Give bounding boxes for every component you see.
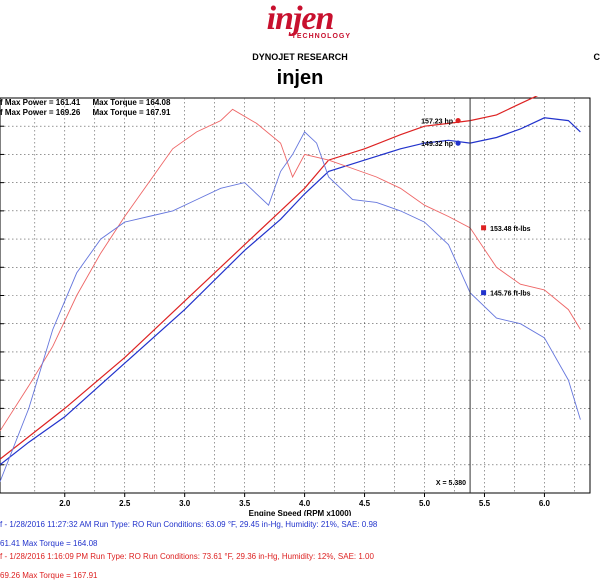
plot-frame xyxy=(0,97,591,494)
summary-max-torque-2: Max Torque = 167.91 xyxy=(92,108,171,117)
annotation-marker xyxy=(455,140,461,146)
cursor-label: X = 5.380 xyxy=(436,480,466,487)
x-tick-label: 5.0 xyxy=(419,499,431,508)
logo-subtitle: TECHNOLOGY xyxy=(291,33,351,40)
annotation-marker xyxy=(455,117,461,124)
x-axis-label: Engine Speed (RPM x1000) xyxy=(249,509,352,516)
x-tick-label: 2.0 xyxy=(59,499,71,508)
annotation-marker xyxy=(481,290,487,296)
brand-title: injen xyxy=(276,67,324,89)
summary-max-power-2: f Max Power = 169.26 xyxy=(0,108,81,117)
x-tick-label: 3.5 xyxy=(239,499,251,508)
x-tick-label: 3.0 xyxy=(179,499,191,508)
summary-max-torque-1: Max Torque = 164.08 xyxy=(92,98,171,107)
dyno-chart: 2.0 2.5 3.0 3.5 4.0 4.5 5.0 5.5 6.0 Engine Speed … xyxy=(0,96,591,516)
cut-off-label: C xyxy=(593,52,600,62)
summary-run-1: f Max Power = 161.41 Max Torque = 164.08 xyxy=(0,98,180,107)
series-line-4 xyxy=(0,131,581,482)
x-tick-label: 6.0 xyxy=(539,499,551,508)
run-1-conditions: f - 1/28/2016 11:27:32 AM Run Type: RO R… xyxy=(0,520,378,529)
series-line-2 xyxy=(0,117,581,466)
run-1-max: 61.41 Max Torque = 164.08 xyxy=(0,539,98,548)
series-line-1 xyxy=(0,96,539,460)
annotation-label: 149.32 hp xyxy=(421,141,453,148)
summary-run-2: f Max Power = 169.26 Max Torque = 167.91 xyxy=(0,108,180,117)
series-line-3 xyxy=(0,108,581,432)
run-2-max: 69.26 Max Torque = 167.91 xyxy=(0,571,98,580)
x-tick-label: 5.5 xyxy=(479,499,491,508)
annotation-label: 145.76 ft-lbs xyxy=(490,291,531,298)
x-tick-label: 2.5 xyxy=(119,499,131,508)
logo-word: injen xyxy=(266,0,335,37)
x-tick-label: 4.0 xyxy=(299,499,311,508)
injen-logo: injen TECHNOLOGY xyxy=(245,0,355,41)
annotation-marker xyxy=(481,225,487,231)
run-2-conditions: f - 1/28/2016 1:16:09 PM Run Type: RO Ru… xyxy=(0,552,374,561)
dynojet-title: DYNOJET RESEARCH xyxy=(252,52,348,62)
x-tick-label: 4.5 xyxy=(359,499,371,508)
summary-max-power-1: f Max Power = 161.41 xyxy=(0,98,81,107)
annotation-label: 153.48 ft-lbs xyxy=(490,226,531,233)
annotation-label: 157.23 hp xyxy=(421,119,453,126)
